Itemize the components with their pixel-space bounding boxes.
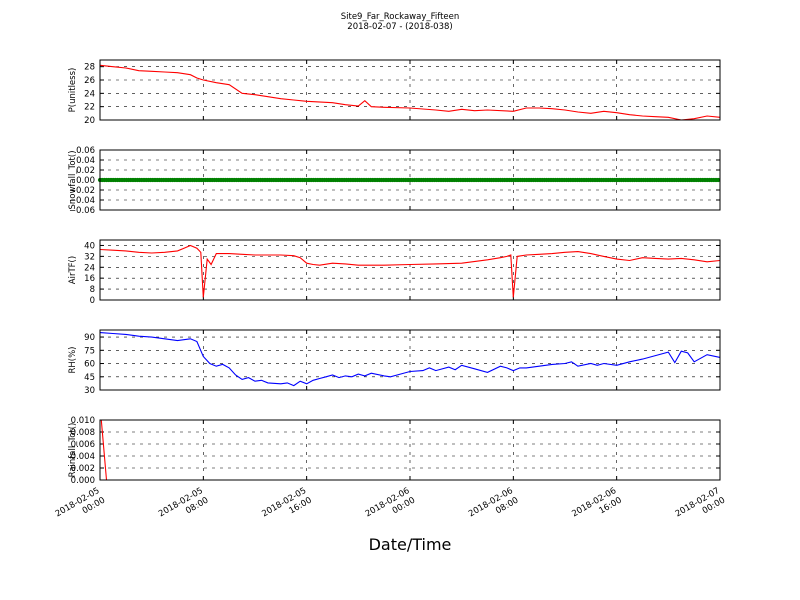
x-tick-label: 2018-02-0508:00: [157, 486, 210, 529]
y-tick-label: −0.04: [69, 196, 95, 206]
y-tick-label: 24: [84, 89, 95, 99]
y-axis-label: AirTF(): [68, 256, 78, 284]
y-tick-label: 0.008: [71, 428, 95, 438]
y-tick-label: 0.002: [71, 464, 95, 474]
plot-frame: [99, 419, 721, 481]
y-tick-label: 0.00: [76, 176, 95, 186]
y-tick-label: 22: [84, 103, 95, 113]
y-tick-label: 20: [84, 116, 95, 126]
data-point: [716, 177, 721, 183]
x-tick-label: 2018-02-0608:00: [467, 486, 520, 529]
y-tick-label: 45: [84, 373, 95, 383]
y-tick-label: 0.010: [71, 416, 95, 426]
y-tick-label: 32: [84, 252, 95, 262]
y-tick-label: 60: [84, 360, 95, 370]
panel-0: 20 22 24 26 28 P(unitless): [68, 59, 721, 126]
y-tick-label: 26: [84, 76, 95, 86]
y-tick-label: 40: [84, 241, 95, 251]
x-tick-label: 2018-02-0600:00: [364, 486, 417, 529]
plot-frame: [99, 329, 721, 391]
y-tick-label: 30: [84, 386, 95, 396]
panel-4: 0.000 0.002 0.004 0.006 0.008 0.010Rainfall_T…: [68, 416, 721, 486]
y-tick-label: 0.000: [71, 476, 95, 486]
y-tick-label: 8: [90, 285, 95, 295]
panel-3: 30 45 60 75 90 RH(%): [68, 329, 721, 396]
x-tick-label: 2018-02-0700:00: [674, 486, 727, 529]
x-tick-label: 2018-02-0500:00: [54, 486, 107, 529]
y-tick-label: 0.006: [71, 440, 95, 450]
y-tick-label: −0.02: [69, 186, 95, 196]
x-ticks-group: 2018-02-0500:00 2018-02-0508:00 2018-02-05…: [54, 486, 727, 529]
y-tick-label: 75: [84, 346, 95, 356]
y-tick-label: 0: [90, 296, 95, 306]
x-tick-label: 2018-02-0516:00: [260, 486, 313, 529]
y-tick-label: 90: [84, 333, 95, 343]
panels-group: 2022242628P(unitless)−0.06−0.04−0.020.00…: [68, 59, 721, 486]
plot-frame: [99, 239, 721, 301]
y-tick-label: −0.06: [69, 206, 95, 216]
y-tick-label: 0.04: [76, 156, 95, 166]
y-tick-label: 28: [84, 63, 95, 73]
x-tick-label: 2018-02-0616:00: [570, 486, 623, 529]
series-line: [99, 64, 721, 121]
panel-1: −0.06−0.04−0.020.000.020.040.06Snowfall_…: [68, 146, 721, 216]
plot-frame: [99, 149, 721, 211]
series-line: [99, 332, 721, 387]
y-tick-label: 24: [84, 263, 95, 273]
y-axis-label: P(unitless): [68, 68, 78, 113]
figure-title: Site9_Far_Rockaway_Fifteen: [341, 12, 460, 22]
y-tick-label: 0.004: [71, 452, 95, 462]
y-tick-label: 0.06: [76, 146, 95, 156]
y-tick-label: 16: [84, 274, 95, 284]
y-axis-label: RH(%): [68, 346, 78, 373]
y-tick-label: 0.02: [76, 166, 95, 176]
figure-subtitle: 2018-02-07 - (2018-038): [347, 22, 452, 32]
series-line: [99, 244, 721, 298]
y-axis-label: Snowfall_Tot(): [68, 150, 78, 209]
y-axis-label: Rainfall_Tot(): [68, 423, 78, 478]
x-axis-label: Date/Time: [369, 535, 452, 554]
plot-frame: [99, 59, 721, 121]
